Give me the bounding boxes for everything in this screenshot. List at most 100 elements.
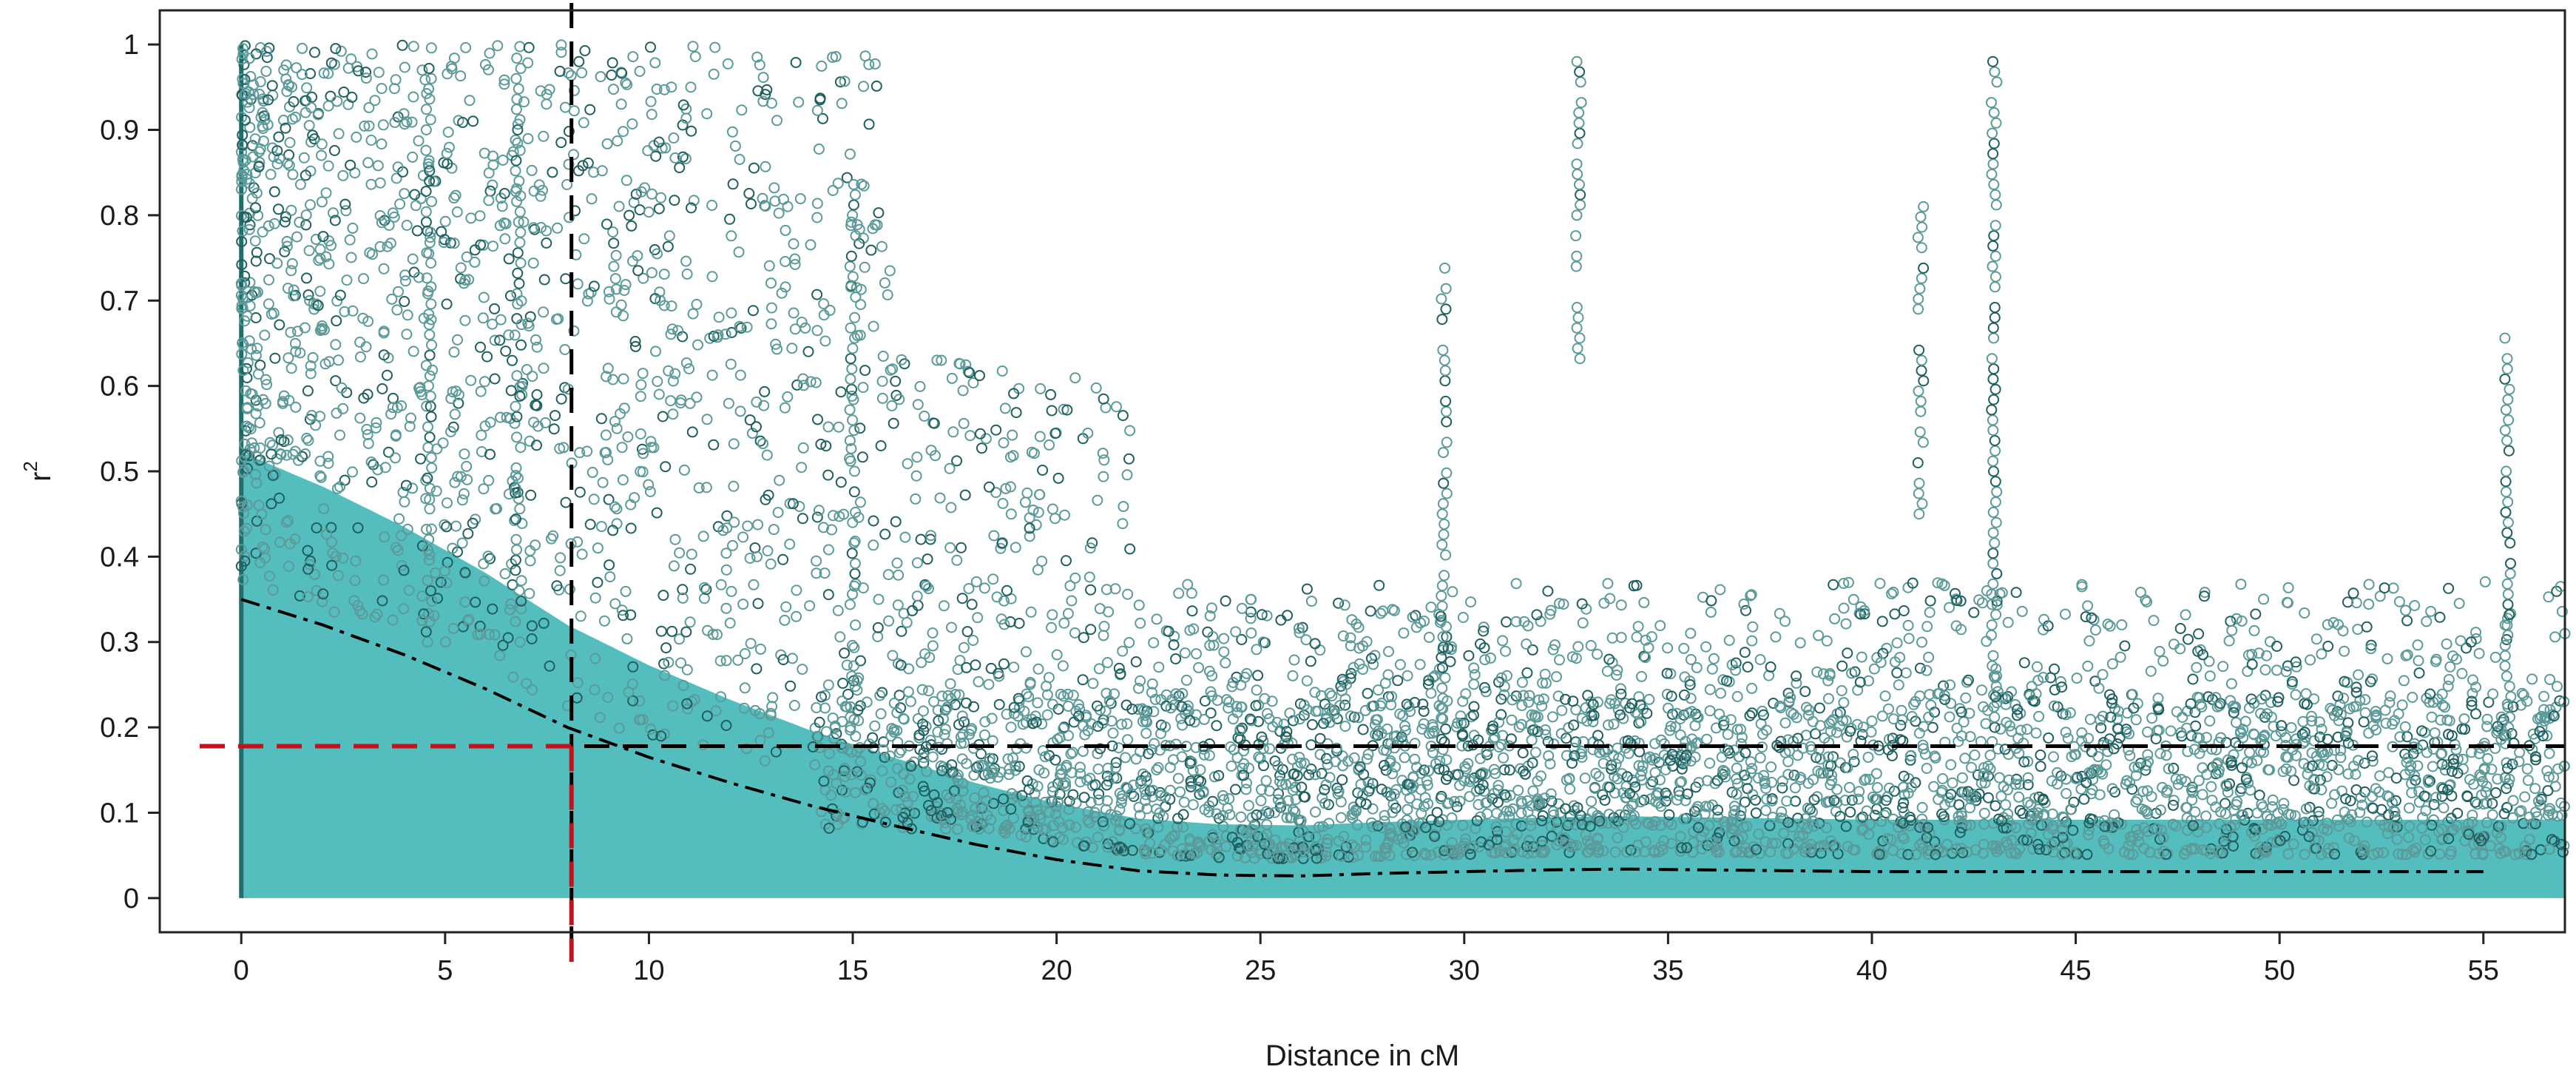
data-point — [2256, 798, 2268, 810]
data-point — [325, 90, 337, 102]
data-point — [1030, 710, 1041, 722]
data-point — [1897, 802, 1909, 813]
data-point — [2006, 726, 2018, 738]
data-point — [1638, 650, 1650, 662]
data-point — [2132, 794, 2143, 806]
data-point — [1493, 716, 1504, 728]
data-point — [1630, 846, 1642, 858]
data-point — [665, 395, 677, 407]
data-point — [307, 129, 319, 141]
data-point — [609, 501, 621, 513]
data-point — [1794, 774, 1806, 786]
data-point — [1409, 738, 1421, 749]
data-point — [2479, 576, 2491, 587]
data-point — [1402, 778, 1413, 790]
data-point — [1367, 803, 1379, 815]
data-point — [2317, 760, 2329, 772]
data-point — [1098, 630, 1109, 641]
data-point — [876, 375, 888, 387]
data-point — [2267, 794, 2279, 806]
data-point — [691, 298, 703, 310]
data-point — [291, 231, 302, 243]
data-point — [956, 593, 968, 604]
data-point — [1765, 661, 1777, 673]
data-point — [2347, 587, 2359, 599]
data-point — [726, 307, 737, 319]
data-point — [634, 204, 646, 216]
data-point — [986, 713, 998, 724]
data-point — [330, 339, 342, 351]
data-point — [2010, 587, 2022, 599]
data-point — [475, 385, 487, 397]
data-point — [1245, 715, 1257, 727]
data-point — [266, 80, 278, 92]
data-point — [1669, 721, 1681, 733]
data-point — [2145, 665, 2157, 677]
data-point — [1951, 595, 1963, 607]
data-point — [288, 95, 300, 107]
data-point — [2068, 796, 2080, 808]
data-point — [1982, 792, 1994, 804]
data-point — [2191, 661, 2203, 673]
data-point — [472, 629, 484, 641]
data-point — [1218, 794, 1230, 806]
data-point — [2060, 608, 2071, 620]
data-point — [1572, 641, 1584, 653]
data-point — [2365, 643, 2377, 655]
data-point — [789, 253, 801, 265]
data-point — [1576, 713, 1588, 724]
data-point — [649, 293, 661, 305]
data-point — [1624, 787, 1636, 799]
data-point — [2526, 818, 2538, 830]
data-point — [2481, 713, 2493, 725]
data-point — [1155, 790, 1166, 801]
data-point — [427, 175, 439, 187]
data-point — [1709, 778, 1721, 789]
data-point — [1750, 807, 1762, 819]
data-point — [734, 405, 746, 417]
data-point — [254, 143, 266, 155]
data-point — [2437, 783, 2449, 795]
data-point — [331, 95, 343, 107]
data-point — [334, 429, 345, 441]
data-point — [358, 392, 370, 404]
data-point — [365, 457, 377, 468]
data-point — [634, 65, 646, 77]
data-point — [1863, 675, 1874, 687]
data-point — [961, 697, 972, 709]
data-point — [2130, 769, 2142, 781]
data-point — [1151, 764, 1163, 775]
data-point — [712, 329, 724, 341]
data-point — [957, 785, 969, 797]
data-point — [754, 59, 765, 71]
data-point — [2280, 763, 2292, 775]
data-point — [1497, 635, 1509, 647]
data-point — [1300, 634, 1312, 646]
data-point — [1089, 779, 1101, 791]
data-point — [997, 498, 1009, 509]
data-point — [1507, 694, 1518, 706]
data-point — [550, 410, 561, 422]
data-point — [1387, 806, 1399, 818]
data-point — [1469, 669, 1481, 681]
data-point — [2055, 676, 2066, 687]
data-point — [398, 108, 410, 120]
data-point — [1098, 393, 1109, 405]
data-point — [1468, 678, 1480, 690]
data-point — [1198, 749, 1210, 761]
data-point — [554, 565, 566, 576]
data-point — [1000, 821, 1012, 832]
data-point — [1139, 846, 1151, 858]
data-point — [247, 151, 259, 163]
data-point — [332, 570, 344, 582]
data-point — [483, 195, 495, 206]
data-point — [603, 286, 615, 297]
data-point — [1746, 682, 1758, 694]
data-point — [2097, 768, 2109, 780]
data-point — [954, 655, 966, 667]
data-point — [1649, 816, 1661, 827]
data-point — [1226, 832, 1238, 843]
data-point — [1323, 703, 1335, 715]
data-point — [720, 548, 732, 559]
data-point — [2038, 672, 2049, 684]
